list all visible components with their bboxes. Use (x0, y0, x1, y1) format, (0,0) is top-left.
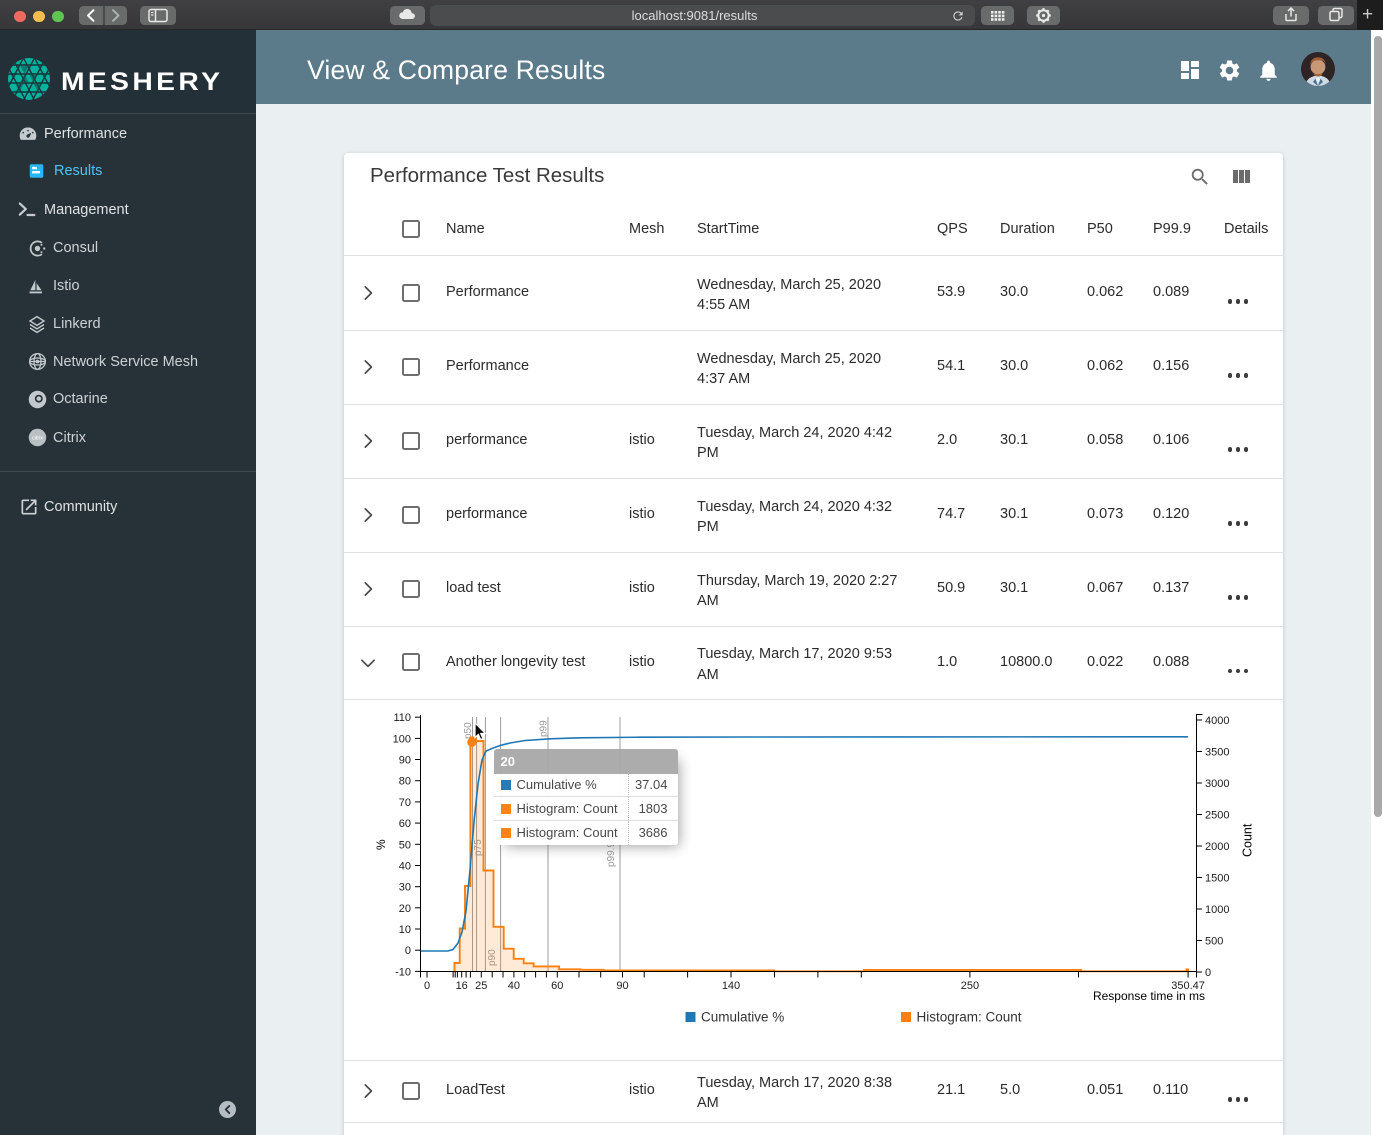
svg-text:Histogram: Count: Histogram: Count (917, 1010, 1022, 1025)
svg-text:90: 90 (399, 755, 411, 767)
svg-text:40: 40 (399, 861, 411, 873)
svg-text:3000: 3000 (1205, 778, 1229, 790)
svg-text:20: 20 (399, 903, 411, 915)
svg-text:1000: 1000 (1205, 904, 1229, 916)
svg-text:%: % (374, 839, 388, 850)
svg-text:90: 90 (616, 980, 628, 992)
svg-text:0: 0 (424, 980, 430, 992)
svg-text:60: 60 (551, 980, 563, 992)
svg-text:Cumulative %: Cumulative % (701, 1010, 784, 1025)
svg-text:Response time in ms: Response time in ms (1093, 989, 1205, 1003)
svg-text:p90: p90 (487, 949, 498, 966)
svg-text:40: 40 (508, 980, 520, 992)
svg-text:p99.9: p99.9 (606, 842, 617, 867)
svg-text:2000: 2000 (1205, 841, 1229, 853)
svg-text:250: 250 (961, 980, 979, 992)
svg-text:500: 500 (1205, 936, 1223, 948)
svg-text:25: 25 (475, 980, 487, 992)
svg-text:3500: 3500 (1205, 747, 1229, 759)
svg-text:p50: p50 (463, 722, 474, 739)
svg-text:Count: Count (1241, 823, 1255, 857)
svg-text:-10: -10 (395, 966, 411, 978)
svg-text:30: 30 (399, 882, 411, 894)
svg-text:80: 80 (399, 776, 411, 788)
svg-text:100: 100 (393, 733, 411, 745)
svg-text:p75: p75 (473, 839, 484, 856)
svg-text:citrix: citrix (32, 435, 43, 441)
svg-text:1500: 1500 (1205, 873, 1229, 885)
svg-text:10: 10 (399, 924, 411, 936)
svg-text:70: 70 (399, 797, 411, 809)
svg-text:0: 0 (1205, 967, 1211, 979)
svg-text:4000: 4000 (1205, 715, 1229, 727)
svg-text:350.47: 350.47 (1171, 980, 1205, 992)
svg-text:16: 16 (456, 980, 468, 992)
svg-text:p99: p99 (539, 720, 550, 737)
svg-text:2500: 2500 (1205, 810, 1229, 822)
svg-text:50: 50 (399, 839, 411, 851)
svg-text:110: 110 (393, 712, 411, 724)
svg-text:60: 60 (399, 818, 411, 830)
svg-text:140: 140 (722, 980, 740, 992)
svg-text:0: 0 (405, 945, 411, 957)
